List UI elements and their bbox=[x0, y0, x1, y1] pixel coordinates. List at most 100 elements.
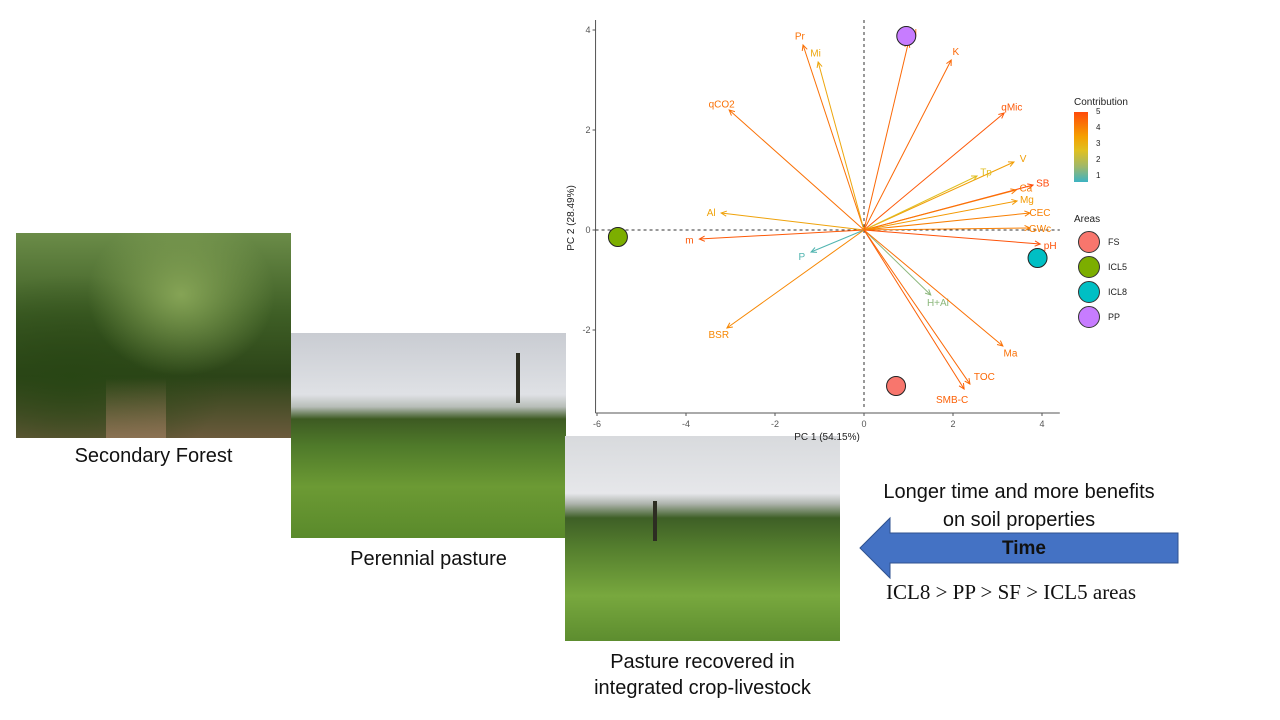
benefits-line-1: Longer time and more benefits bbox=[883, 481, 1155, 503]
variable-label: Pr bbox=[795, 32, 806, 43]
arrowhead-icon bbox=[1034, 240, 1042, 247]
arrow-shaft bbox=[810, 229, 865, 253]
y-tick-label: -2 bbox=[583, 325, 591, 335]
variable-arrow-cec: CEC bbox=[863, 208, 1050, 231]
x-axis-title: PC 1 (54.15%) bbox=[794, 432, 860, 443]
variable-arrow-tp: Tp bbox=[863, 168, 992, 231]
arrowhead-icon bbox=[1011, 198, 1019, 205]
legend-circle-icon bbox=[1078, 280, 1100, 303]
variable-label: CEC bbox=[1029, 208, 1050, 219]
contribution-colorbar: 1 2 3 4 5 bbox=[1074, 107, 1100, 182]
arrowhead-icon bbox=[924, 289, 932, 296]
arrow-shaft bbox=[726, 229, 865, 329]
contribution-tick-label: 2 bbox=[1096, 155, 1101, 164]
arrow-shaft bbox=[863, 112, 1005, 231]
variable-arrow-bsr: BSR bbox=[709, 229, 865, 341]
contribution-legend-title: Contribution bbox=[1074, 97, 1128, 108]
palm-trunk bbox=[653, 501, 657, 541]
y-tick-label: 0 bbox=[586, 225, 591, 235]
arrow-shaft bbox=[863, 59, 952, 231]
variable-label: Al bbox=[707, 208, 716, 219]
arrowhead-icon bbox=[964, 377, 971, 385]
arrowhead-icon bbox=[728, 109, 736, 116]
perennial-pasture-photo bbox=[291, 333, 566, 538]
variable-label: V bbox=[1020, 154, 1027, 165]
benefits-text: Longer time and more benefits on soil pr… bbox=[860, 478, 1178, 534]
variable-label: SMB-C bbox=[936, 395, 968, 406]
arrowhead-icon bbox=[1010, 188, 1018, 195]
secondary-forest-caption: Secondary Forest bbox=[74, 445, 233, 467]
variable-arrow-qmic: qMic bbox=[863, 103, 1022, 231]
legend-item-icl8: ICL8 bbox=[1074, 279, 1128, 304]
arrowhead-icon bbox=[809, 247, 818, 253]
area-point-icl8 bbox=[1027, 248, 1048, 268]
arrowhead-icon bbox=[801, 43, 808, 52]
x-tick-label: 4 bbox=[1039, 419, 1044, 429]
recovered-pasture-photo bbox=[565, 436, 840, 641]
variable-arrow-m: m bbox=[685, 229, 865, 247]
arrow-shaft bbox=[863, 229, 1041, 245]
arrowhead-icon bbox=[1024, 225, 1032, 232]
x-tick-label: 0 bbox=[861, 419, 866, 429]
arrow-shaft bbox=[817, 61, 865, 231]
arrow-shaft bbox=[863, 189, 1017, 231]
time-arrow bbox=[859, 516, 1179, 580]
arrow-shaft bbox=[863, 175, 978, 231]
variable-label: Tp bbox=[980, 168, 992, 179]
arrow-shaft bbox=[863, 229, 932, 296]
arrow-shaft bbox=[863, 212, 1031, 231]
contribution-tick-label: 3 bbox=[1096, 139, 1101, 148]
arrowhead-icon bbox=[946, 58, 952, 67]
variable-arrow-toc: TOC bbox=[863, 229, 995, 385]
variable-label: SB bbox=[1036, 178, 1050, 189]
arrowhead-icon bbox=[998, 112, 1006, 119]
area-point-pp bbox=[896, 26, 917, 46]
legend-item-fs: FS bbox=[1074, 229, 1128, 254]
legend-circle-icon bbox=[1078, 230, 1100, 253]
secondary-forest-photo bbox=[16, 233, 291, 438]
variable-label: Ma bbox=[1004, 348, 1018, 359]
legend-item-pp: PP bbox=[1074, 304, 1128, 329]
variable-arrow-pr: Pr bbox=[795, 32, 865, 231]
arrow-shaft bbox=[721, 212, 865, 231]
perennial-pasture-caption: Perennial pasture bbox=[350, 548, 507, 570]
arrowhead-icon bbox=[971, 175, 979, 181]
caption-line-2: integrated crop-livestock bbox=[594, 677, 811, 699]
arrow-shaft bbox=[863, 41, 909, 231]
y-axis-title: PC 2 (28.49%) bbox=[566, 185, 577, 251]
variable-label: Ca bbox=[1019, 183, 1032, 194]
arrowhead-icon bbox=[816, 60, 823, 68]
arrow-shaft bbox=[863, 229, 971, 385]
variable-arrow-mi: Mi bbox=[810, 48, 865, 231]
legend-label: PP bbox=[1108, 311, 1121, 322]
variable-label: m bbox=[685, 236, 693, 247]
contribution-tick-label: 4 bbox=[1096, 123, 1101, 132]
x-tick-label: -2 bbox=[771, 419, 779, 429]
arrowhead-icon bbox=[726, 322, 733, 329]
arrowhead-icon bbox=[698, 235, 706, 242]
arrowhead-icon bbox=[996, 340, 1004, 347]
contribution-tick-label: 5 bbox=[1096, 107, 1101, 116]
variable-arrow-mg: Mg bbox=[863, 195, 1034, 231]
area-point-fs bbox=[886, 376, 907, 396]
variable-arrow-al: Al bbox=[707, 208, 865, 231]
arrow-shaft bbox=[728, 109, 865, 231]
legend-item-icl5: ICL5 bbox=[1074, 254, 1128, 279]
variable-label: K bbox=[952, 47, 959, 58]
x-tick-label: 2 bbox=[950, 419, 955, 429]
variable-arrow-gwc: GWc bbox=[863, 224, 1051, 235]
legend-label: ICL5 bbox=[1108, 261, 1128, 272]
variable-label: Mi bbox=[810, 48, 821, 59]
x-tick-label: -6 bbox=[593, 419, 601, 429]
chart-legend: Contribution 1 2 3 4 5 Areas FS ICL5 ICL8 PP bbox=[1074, 97, 1128, 329]
variable-label: qCO2 bbox=[709, 99, 736, 110]
arrowhead-icon bbox=[1027, 183, 1035, 190]
arrowhead-icon bbox=[720, 210, 727, 217]
arrow-shaft bbox=[863, 161, 1015, 231]
variable-arrow-qco2: qCO2 bbox=[709, 99, 865, 231]
variable-arrow-ph: pH bbox=[863, 229, 1057, 252]
variable-arrow-p: P bbox=[798, 229, 865, 263]
variable-arrow-ma: Ma bbox=[863, 229, 1018, 359]
variable-label: pH bbox=[1044, 241, 1057, 252]
benefits-line-2: on soil properties bbox=[942, 509, 1096, 531]
